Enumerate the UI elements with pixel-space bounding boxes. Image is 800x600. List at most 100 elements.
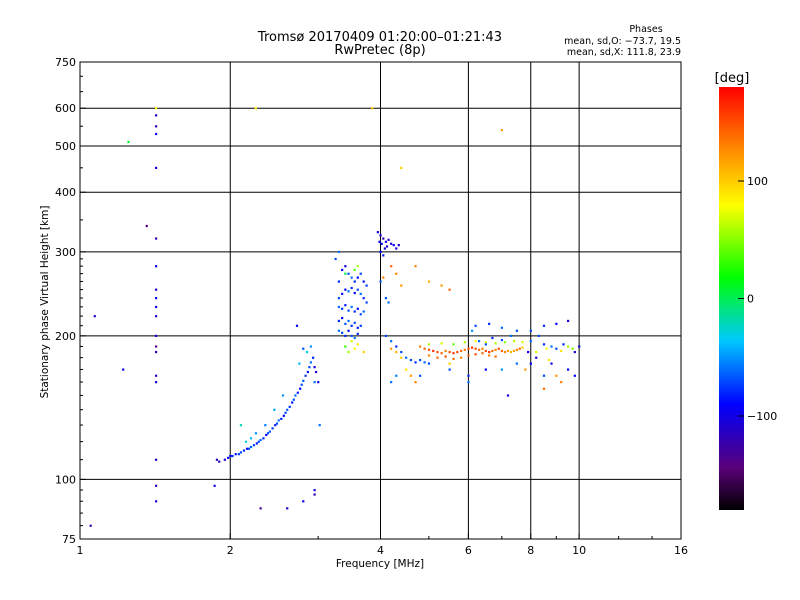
x-tick-label: 10 xyxy=(572,544,586,557)
data-point xyxy=(395,374,398,377)
data-point xyxy=(384,297,388,300)
data-point xyxy=(382,276,385,279)
y-tick-label: 100 xyxy=(55,473,76,486)
data-point xyxy=(427,362,431,365)
colorbar-tick-label: −100 xyxy=(747,410,777,423)
data-point xyxy=(155,114,158,117)
x-tick-label: 1 xyxy=(77,544,84,557)
data-point xyxy=(474,324,477,327)
data-point xyxy=(344,272,347,275)
data-point xyxy=(448,288,451,291)
data-point xyxy=(494,342,497,345)
data-point xyxy=(512,340,516,343)
data-point xyxy=(155,345,158,348)
data-point xyxy=(350,340,353,343)
data-point xyxy=(245,447,249,450)
data-point xyxy=(484,349,487,353)
data-point xyxy=(392,244,395,247)
data-point xyxy=(506,394,510,397)
data-point xyxy=(229,454,232,458)
data-point xyxy=(444,355,447,358)
data-point xyxy=(356,343,359,346)
data-point xyxy=(280,417,283,420)
data-point xyxy=(299,387,302,390)
data-point xyxy=(494,348,497,351)
data-point xyxy=(356,307,359,310)
x-tick-label: 16 xyxy=(674,544,688,557)
data-point xyxy=(535,350,538,354)
data-points xyxy=(89,107,581,527)
data-point xyxy=(337,329,341,332)
data-point xyxy=(385,245,389,248)
data-point xyxy=(296,391,299,394)
data-point xyxy=(362,297,365,300)
data-point xyxy=(318,424,321,427)
data-point xyxy=(286,507,289,510)
data-point xyxy=(521,346,524,349)
data-point xyxy=(223,458,226,461)
data-point xyxy=(387,301,390,304)
data-point xyxy=(506,349,510,353)
data-point xyxy=(477,348,481,351)
data-point xyxy=(529,329,532,332)
data-point xyxy=(145,224,148,228)
data-point xyxy=(382,254,385,257)
grid xyxy=(80,62,681,539)
data-point xyxy=(376,231,379,234)
data-point xyxy=(313,366,316,369)
data-point xyxy=(500,326,504,329)
x-tick-label: 6 xyxy=(465,544,472,557)
y-tick-label: 750 xyxy=(55,56,76,69)
data-point xyxy=(494,355,497,358)
x-tick-label: 8 xyxy=(527,544,534,557)
data-point xyxy=(347,350,350,354)
data-point xyxy=(440,352,443,355)
data-point xyxy=(337,319,341,323)
data-point xyxy=(384,240,388,243)
data-point xyxy=(427,343,431,346)
data-point xyxy=(383,247,386,250)
data-point xyxy=(344,345,347,348)
data-point xyxy=(405,368,408,371)
data-point xyxy=(518,347,521,350)
data-point xyxy=(470,346,474,349)
data-point xyxy=(571,347,574,350)
data-point xyxy=(537,334,540,338)
data-point xyxy=(304,374,307,377)
data-point xyxy=(432,349,435,353)
data-point xyxy=(550,345,553,348)
data-point xyxy=(452,343,455,346)
data-point xyxy=(448,350,451,354)
x-axis-label: Frequency [MHz] xyxy=(336,558,424,570)
data-point xyxy=(337,250,341,254)
data-point xyxy=(362,280,365,283)
data-point xyxy=(477,340,481,343)
data-point xyxy=(567,345,570,348)
data-point xyxy=(379,234,382,237)
data-point xyxy=(244,440,248,443)
data-point xyxy=(550,362,553,365)
data-point xyxy=(474,347,477,350)
data-point xyxy=(463,348,466,351)
data-point xyxy=(497,347,500,350)
data-point xyxy=(524,368,527,371)
data-point xyxy=(155,334,158,338)
data-point xyxy=(503,341,507,344)
data-point xyxy=(317,381,320,384)
data-point xyxy=(542,387,546,390)
data-point xyxy=(467,347,470,350)
data-point xyxy=(460,349,463,353)
data-point xyxy=(337,305,341,309)
data-point xyxy=(249,437,253,440)
data-point xyxy=(275,422,279,425)
data-point xyxy=(573,350,576,354)
data-point xyxy=(347,272,350,275)
data-point xyxy=(427,280,431,283)
data-point xyxy=(302,379,305,382)
data-point xyxy=(474,340,477,343)
data-point xyxy=(488,350,491,354)
data-point xyxy=(491,349,494,353)
data-point xyxy=(155,381,158,384)
data-point xyxy=(353,347,356,350)
